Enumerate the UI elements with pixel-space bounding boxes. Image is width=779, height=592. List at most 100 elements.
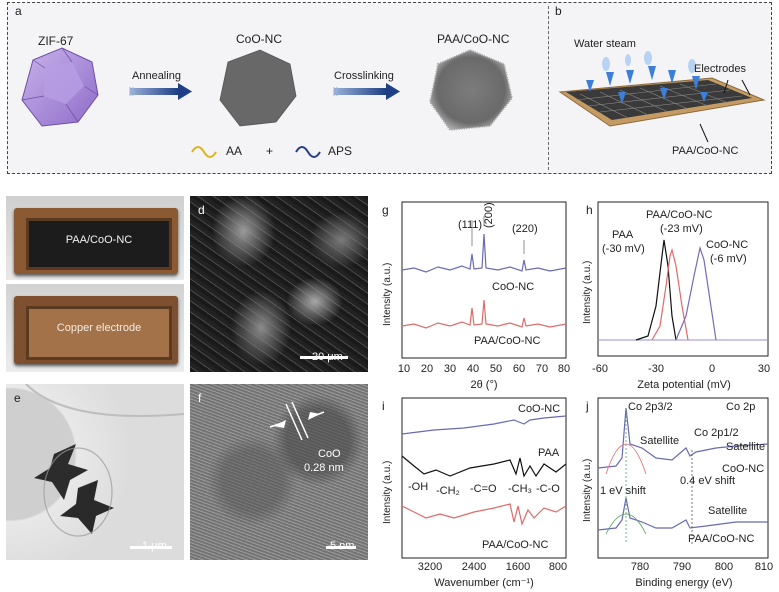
xps-xtick: 800 <box>715 561 733 573</box>
xrd-series-paa-coo-nc <box>401 299 567 329</box>
ftir-annotation-ch3: -CH₃ <box>508 483 532 495</box>
xps-annotation-satellite-3: Satellite <box>708 505 747 517</box>
hrtem-scale-bar-label: 5 nm <box>330 540 355 552</box>
xps-legend-paa-coo-nc: PAA/CoO-NC <box>688 533 754 545</box>
crosslinking-arrow-icon <box>333 83 400 100</box>
coo-nc-crystal-icon <box>219 49 297 127</box>
zif67-label: ZIF-67 <box>38 34 74 48</box>
humidity-sensor-device-icon <box>558 51 766 143</box>
xrd-annotation-220: (220) <box>512 223 538 235</box>
xrd-legend-paa-coo-nc: PAA/CoO-NC <box>474 335 540 347</box>
xps-ylabel: Intensity (a.u.) <box>582 459 593 522</box>
xrd-xlabel: 2θ (°) <box>470 379 497 391</box>
sem-scale-bar-label: 20 μm <box>312 351 343 363</box>
device-photo-top-label: PAA/CoO-NC <box>65 234 133 246</box>
zeta-chart: h PAA (-30 mV) PAA/CoO-NC (-23 mV) CoO-N… <box>582 201 770 391</box>
panel-label-j: j <box>585 399 589 413</box>
zeta-label-coo-nc: CoO-NC <box>706 239 748 251</box>
zeta-xticks: -60 -30 0 30 <box>592 363 770 375</box>
panel-divider <box>548 6 549 170</box>
zeta-series-coo-nc <box>675 245 717 341</box>
ftir-xtick: 1600 <box>506 561 530 573</box>
coo-nc-label: CoO-NC <box>236 32 283 46</box>
zeta-label-paa: PAA <box>612 229 634 241</box>
xrd-xtick: 20 <box>421 363 433 375</box>
panel-label-g: g <box>382 203 389 217</box>
xps-annotation-04ev-shift: 0.4 eV shift <box>680 475 735 487</box>
xps-annotation-1ev-shift: 1 eV shift <box>600 485 646 497</box>
electrodes-label: Electrodes <box>694 63 746 75</box>
ftir-chart: i CoO-NC PAA PAA/CoO-NC -OH -CH₂ -C=O -C… <box>382 397 567 589</box>
xps-annotation-satellite-1: Satellite <box>640 435 679 447</box>
ftir-xtick: 2400 <box>462 561 486 573</box>
xrd-ylabel: Intensity (a.u.) <box>382 263 393 326</box>
paa-coo-nc-crystal-icon <box>428 48 514 132</box>
plus-label: + <box>266 144 274 158</box>
zif67-crystal-icon <box>21 47 99 127</box>
ftir-annotation-co-double: -C=O <box>470 483 497 495</box>
hrtem-dspacing-label: 0.28 nm <box>304 462 344 474</box>
hrtem-image <box>190 384 368 560</box>
xrd-xtick: 40 <box>467 363 479 375</box>
ftir-xtick: 3200 <box>418 561 442 573</box>
hrtem-phase-label: CoO <box>318 448 341 460</box>
xps-xticks: 780 790 800 810 <box>631 561 773 573</box>
annealing-arrow-icon <box>129 83 192 100</box>
xrd-xtick: 30 <box>444 363 456 375</box>
schematic-graphics <box>21 47 766 158</box>
ftir-legend-paa: PAA <box>538 447 560 459</box>
xps-xtick: 810 <box>755 561 773 573</box>
xps-xtick: 790 <box>673 561 691 573</box>
xrd-xtick: 70 <box>536 363 548 375</box>
xrd-chart: g (111) (200) (220) CoO-NC PAA/CoO-NC In… <box>382 201 570 391</box>
xps-legend-coo-nc: CoO-NC <box>722 463 764 475</box>
zeta-ylabel: Intensity (a.u.) <box>582 261 593 324</box>
water-steam-label: Water steam <box>574 38 636 50</box>
xrd-annotation-200: (200) <box>483 202 495 228</box>
xps-annotation-co2p32: Co 2p3/2 <box>628 401 673 413</box>
zeta-xtick: -60 <box>592 363 608 375</box>
annealing-label: Annealing <box>132 70 181 82</box>
panel-label-d: d <box>198 203 205 217</box>
ftir-plot-frame <box>401 397 567 559</box>
xrd-xtick: 60 <box>513 363 525 375</box>
zeta-label-paa-coo-nc-value: (-23 mV) <box>660 223 703 235</box>
xps-xlabel: Binding energy (eV) <box>635 577 732 589</box>
zeta-label-paa-value: (-30 mV) <box>602 243 645 255</box>
xrd-annotation-111: (111) <box>458 219 482 231</box>
xps-xtick: 780 <box>631 561 649 573</box>
xps-plot-frame <box>597 397 769 559</box>
ftir-xlabel: Wavenumber (cm⁻¹) <box>434 577 534 589</box>
tem-image <box>6 384 184 560</box>
device-photo-bottom: Copper electrode <box>6 284 184 372</box>
aa-label: AA <box>226 144 243 158</box>
ftir-annotation-ch2: -CH₂ <box>436 485 460 497</box>
panel-label-h: h <box>586 203 593 217</box>
panel-label-a: a <box>15 4 22 18</box>
device-label: PAA/CoO-NC <box>672 145 739 157</box>
aps-initiator-icon <box>295 146 321 158</box>
zeta-xlabel: Zeta potential (mV) <box>637 379 731 391</box>
zeta-series-paa-coo-nc <box>651 247 689 341</box>
zeta-xtick: 0 <box>709 363 715 375</box>
xrd-xtick: 50 <box>490 363 502 375</box>
xps-title: Co 2p <box>726 401 755 413</box>
tem-particle-icon <box>34 444 114 537</box>
xps-series-paa-coo-nc <box>597 497 768 531</box>
zeta-series-paa <box>635 239 677 341</box>
ftir-ylabel: Intensity (a.u.) <box>382 461 393 524</box>
ftir-legend-paa-coo-nc: PAA/CoO-NC <box>482 539 548 551</box>
ftir-annotation-oh: -OH <box>408 481 428 493</box>
paa-coo-nc-label: PAA/CoO-NC <box>437 32 510 46</box>
ftir-legend-coo-nc: CoO-NC <box>518 403 560 415</box>
xps-annotation-co2p12: Co 2p1/2 <box>694 427 739 439</box>
zeta-xtick: -30 <box>648 363 664 375</box>
ftir-xtick: 800 <box>549 561 567 573</box>
xrd-xtick: 80 <box>558 363 570 375</box>
ftir-series-coo-nc <box>401 415 567 435</box>
xrd-legend-coo-nc: CoO-NC <box>492 281 534 293</box>
xrd-xtick: 10 <box>398 363 410 375</box>
panel-label-b: b <box>555 4 562 18</box>
tem-scale-bar-label: 1 μm <box>142 540 167 552</box>
ftir-series-paa <box>401 455 567 478</box>
